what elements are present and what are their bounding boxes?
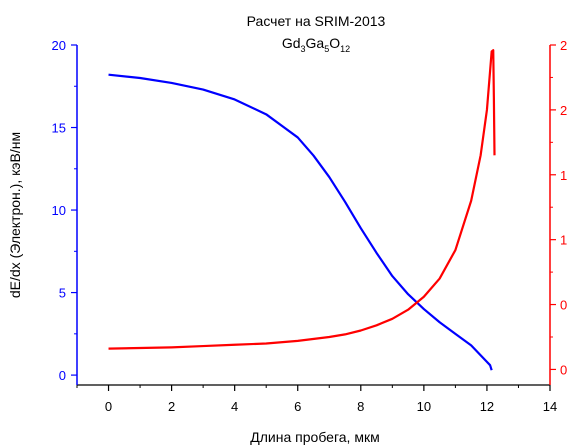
x-tick-label: 6 (294, 399, 301, 414)
x-tick-label: 8 (357, 399, 364, 414)
left-axis-label: dE/dx (Электрон.), кэВ/нм (7, 132, 23, 298)
x-tick-label: 14 (543, 399, 557, 414)
x-tick-label: 10 (417, 399, 431, 414)
left-tick-label: 10 (52, 203, 66, 218)
x-tick-label: 0 (105, 399, 112, 414)
x-tick-label: 12 (480, 399, 494, 414)
right-tick-label: 2 (560, 38, 567, 53)
left-axis-ticks: 0 5 10 15 20 (52, 38, 77, 383)
x-axis-label: Длина пробега, мкм (250, 429, 379, 445)
left-tick-label: 15 (52, 121, 66, 136)
x-tick-label: 2 (168, 399, 175, 414)
series-line-blue (108, 73, 493, 371)
chart-subtitle: Gd3Ga5O12 (282, 35, 350, 54)
x-tick-label: 4 (231, 399, 238, 414)
right-axis-ticks: 0 0 1 1 2 2 (550, 38, 567, 377)
right-tick-label: 0 (560, 362, 567, 377)
x-ticks: 0 2 4 6 8 10 12 14 (76, 385, 557, 414)
chart-title: Расчет на SRIM-2013 (247, 13, 386, 29)
series-line-red (108, 49, 496, 350)
right-tick-label: 1 (560, 233, 567, 248)
left-tick-label: 0 (59, 368, 66, 383)
right-tick-label: 1 (560, 168, 567, 183)
left-tick-label: 5 (59, 286, 66, 301)
right-tick-label: 0 (560, 298, 567, 313)
right-tick-label: 2 (560, 103, 567, 118)
left-tick-label: 20 (52, 38, 66, 53)
